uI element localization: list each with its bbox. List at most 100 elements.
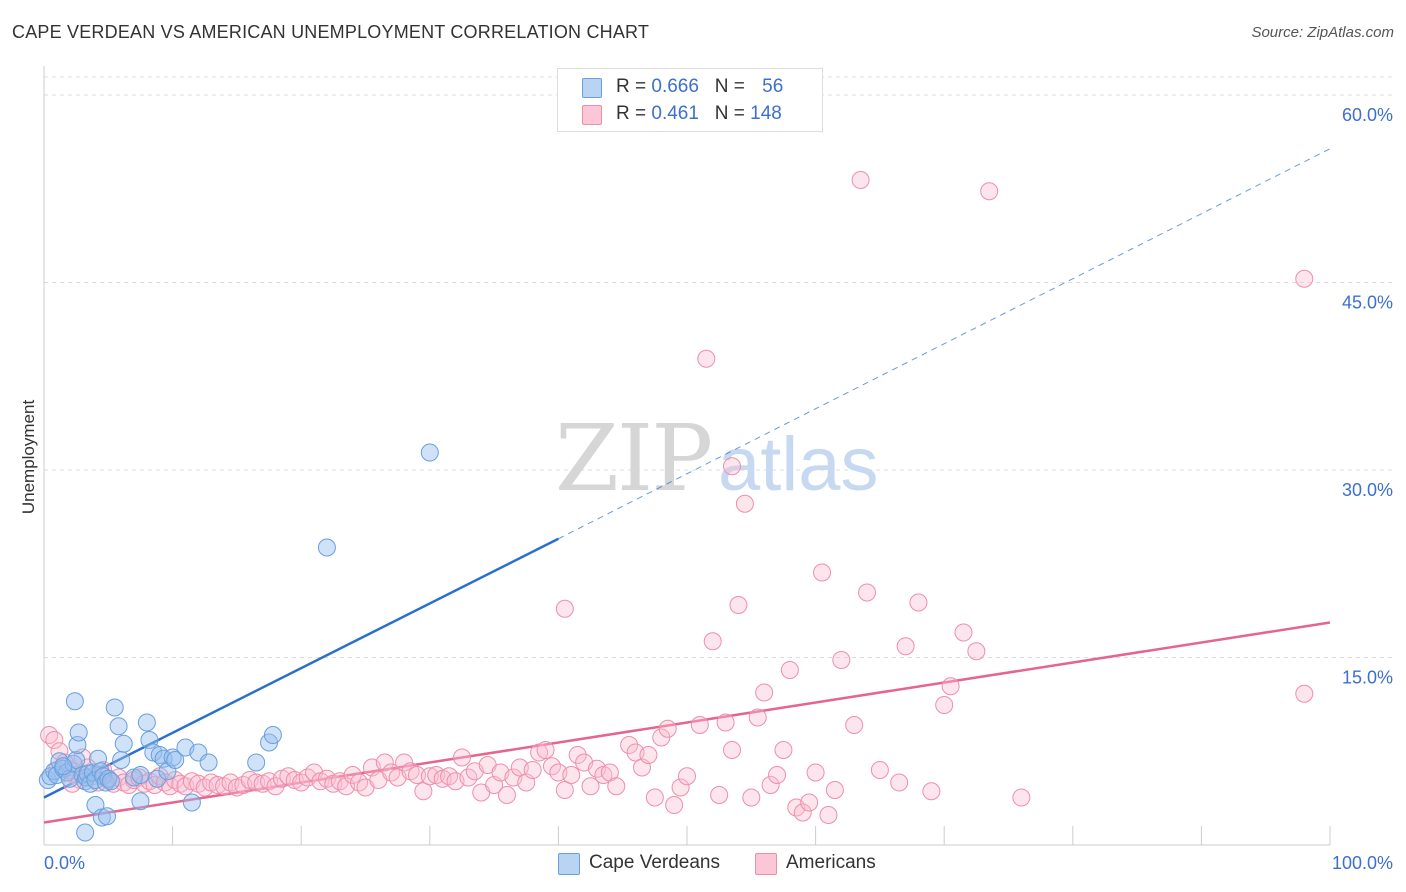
american-point	[755, 683, 774, 702]
american-point	[555, 781, 574, 799]
cape-verdean-point	[112, 751, 131, 769]
american-point	[645, 788, 664, 807]
american-point	[967, 642, 986, 661]
legend-n-value: 56	[762, 76, 784, 97]
american-point	[452, 748, 471, 767]
cape-verdean-point	[76, 823, 95, 842]
american-point	[723, 457, 742, 476]
cape-verdean-point	[99, 769, 118, 788]
american-point	[768, 766, 787, 784]
american-point	[247, 773, 266, 792]
x-tick-label: 100.0%	[1332, 853, 1393, 873]
legend-swatch-blue	[582, 78, 602, 98]
american-point	[832, 651, 851, 669]
american-point	[343, 766, 362, 784]
american-point	[562, 766, 581, 784]
american-point	[858, 583, 877, 602]
american-point	[909, 593, 928, 612]
y-axis-label: Unemployment	[19, 400, 38, 515]
y-tick-label: 30.0%	[1342, 480, 1393, 500]
american-point	[407, 766, 426, 784]
cape-verdean-point	[131, 792, 150, 811]
legend-swatch-pink	[755, 853, 777, 875]
cape-verdean-trendline-extension	[558, 148, 1331, 540]
cape-verdean-point	[148, 769, 167, 788]
american-point	[935, 696, 954, 714]
y-tick-label: 60.0%	[1342, 105, 1393, 125]
american-point	[780, 661, 799, 679]
american-point	[523, 761, 542, 779]
cape-verdean-point	[263, 726, 282, 744]
american-point	[697, 349, 716, 368]
american-point	[716, 713, 735, 732]
american-point	[825, 781, 844, 799]
cape-verdean-point	[109, 717, 128, 736]
american-point	[806, 763, 825, 782]
american-point	[497, 786, 516, 804]
american-point	[40, 726, 59, 744]
trendlines	[43, 148, 1331, 824]
american-point	[665, 796, 684, 814]
cape-verdean-point	[69, 723, 88, 742]
cape-verdean-point	[420, 443, 439, 462]
cape-verdean-point	[163, 748, 182, 767]
american-point	[581, 777, 600, 796]
y-tick-label: 15.0%	[1342, 668, 1393, 688]
cape-verdean-point	[199, 753, 218, 772]
american-point	[414, 782, 433, 801]
american-point	[735, 494, 754, 513]
cape-verdean-point	[137, 713, 156, 732]
american-point	[710, 786, 729, 804]
watermark-zip: ZIP	[555, 405, 711, 512]
american-point	[851, 171, 870, 189]
cape-verdean-point	[247, 753, 266, 772]
american-point	[813, 563, 832, 582]
american-point	[658, 719, 677, 738]
cape-verdean-point	[98, 807, 117, 826]
american-point	[375, 753, 394, 772]
american-point	[171, 774, 190, 793]
axes	[43, 66, 1331, 846]
legend-label: Americans	[786, 852, 876, 873]
american-point	[800, 793, 819, 812]
legend-r-label: R =	[616, 103, 652, 124]
tick-labels: 15.0% 30.0% 45.0% 60.0% 0.0% 100.0% Unemployme…	[19, 105, 1393, 873]
american-point	[922, 782, 941, 801]
cape-verdean-point	[65, 692, 84, 711]
watermark-atlas: atlas	[718, 422, 879, 507]
american-point	[845, 716, 864, 734]
cape-verdean-point	[101, 772, 120, 791]
american-point	[1012, 788, 1031, 807]
american-trendline	[43, 621, 1331, 824]
cape-verdean-point	[131, 766, 150, 784]
american-point	[723, 741, 742, 759]
x-tick-label: 0.0%	[44, 853, 85, 873]
cape-verdean-point	[317, 538, 336, 557]
american-point	[941, 677, 960, 696]
american-point	[703, 632, 722, 651]
source-label: Source: ZipAtlas.com	[1251, 24, 1394, 41]
gridlines	[44, 76, 1395, 658]
american-point	[536, 741, 555, 759]
legend-r-label: R =	[616, 76, 652, 97]
american-point	[774, 741, 793, 759]
american-point	[639, 746, 658, 764]
american-point	[954, 623, 973, 642]
american-point	[729, 596, 748, 614]
cape-verdean-point	[83, 763, 102, 782]
american-point	[980, 182, 999, 201]
legend-r-value: 0.666	[651, 76, 699, 97]
legend-r-value: 0.461	[651, 103, 699, 124]
cape-verdean-point	[114, 734, 133, 753]
cape-verdean-trendline	[43, 537, 559, 799]
american-point	[620, 736, 639, 754]
cape-verdean-point	[54, 757, 73, 776]
american-point	[45, 731, 64, 749]
american-point	[742, 788, 761, 807]
watermark: ZIP atlas	[555, 405, 879, 512]
american-point	[266, 777, 285, 796]
cape-verdean-point	[166, 751, 185, 769]
american-point	[50, 742, 69, 761]
american-point	[748, 708, 767, 727]
